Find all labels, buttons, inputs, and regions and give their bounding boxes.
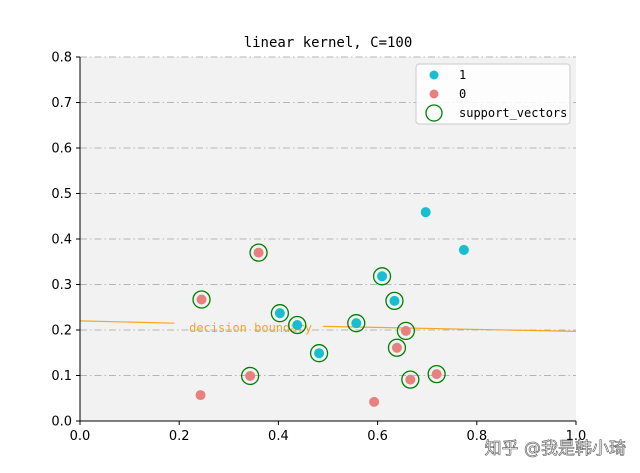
y-tick-label: 0.1 (51, 369, 72, 384)
y-tick-label: 0.7 (51, 96, 72, 111)
support-vector-marker (372, 267, 392, 286)
x-tick-label: 0.8 (466, 429, 487, 444)
y-tick-label: 0.8 (51, 51, 72, 66)
point-class-0 (245, 370, 256, 381)
legend-marker (429, 89, 439, 99)
support-vector-marker (309, 344, 329, 363)
watermark: 知乎 @我是韩小琦 (485, 439, 626, 459)
y-tick-label: 0.2 (51, 324, 72, 339)
point-class-0 (391, 342, 402, 353)
support-vector-marker (270, 304, 290, 323)
point-class-1 (389, 295, 400, 306)
x-tick-labels: 0.0 0.2 0.4 0.6 0.8 1.0 (70, 421, 587, 444)
point-class-0 (195, 390, 206, 401)
support-vector-marker (396, 321, 416, 341)
point-class-1 (292, 319, 303, 330)
legend-marker (429, 70, 439, 80)
legend-label: 0 (459, 87, 466, 101)
point-class-0 (369, 396, 380, 407)
decision-boundary-label: decision boundary (189, 321, 312, 335)
chart-title: linear kernel, C=100 (244, 35, 413, 51)
decision-boundary-segment (79, 320, 175, 324)
decision-boundary-segment (323, 325, 577, 332)
x-tick-label: 0.6 (367, 429, 388, 444)
support-vector-marker (288, 315, 307, 335)
point-class-1 (458, 244, 469, 255)
legend-box (415, 63, 571, 125)
support-vector-marker (249, 243, 268, 262)
y-tick-label: 0.5 (51, 187, 72, 202)
support-vector-marker (427, 364, 446, 384)
point-class-0 (196, 294, 207, 305)
point-class-1 (274, 308, 285, 319)
point-class-1 (351, 318, 362, 329)
x-tick-label: 0.2 (169, 429, 190, 444)
y-tick-label: 0.4 (51, 233, 72, 248)
x-tick-label: 1.0 (566, 429, 587, 444)
y-tick-label: 0.3 (51, 278, 72, 293)
point-class-0 (405, 374, 416, 385)
support-vector-marker (347, 314, 366, 333)
y-tick-label: 0.0 (51, 415, 72, 430)
x-tick-label: 0.0 (70, 429, 91, 444)
point-class-1 (377, 271, 388, 282)
point-class-0 (253, 247, 264, 258)
support-vector-marker (385, 291, 404, 311)
data-points (192, 207, 469, 407)
point-class-0 (431, 369, 442, 380)
legend-label: 1 (459, 68, 466, 82)
legend-marker (425, 104, 443, 122)
support-vector-marker (240, 366, 260, 386)
y-tick-labels: 0.0 0.1 0.2 0.3 0.4 0.5 0.6 0.7 0.8 (51, 51, 80, 430)
support-vector-marker (192, 290, 211, 309)
support-vector-marker (387, 338, 407, 357)
point-class-1 (420, 207, 431, 218)
point-class-1 (314, 348, 325, 359)
legend-label: support_vectors (459, 106, 567, 120)
y-tick-label: 0.6 (51, 142, 72, 157)
point-class-0 (400, 325, 411, 336)
decision-boundary-line (79, 320, 577, 332)
support-vector-marker (401, 370, 420, 389)
legend: 1 0 support_vectors (415, 63, 571, 125)
x-tick-label: 0.4 (268, 429, 289, 444)
